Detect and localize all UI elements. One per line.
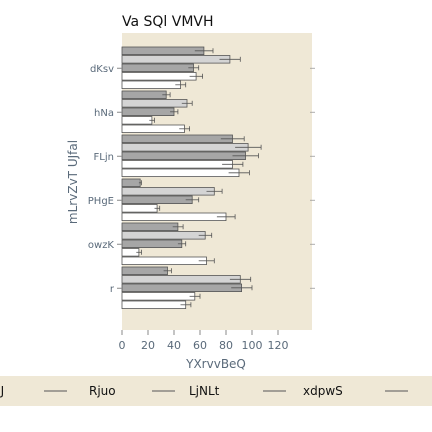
- bar: [121, 143, 249, 152]
- bar: [121, 124, 185, 133]
- legend-label: LjNLt: [189, 384, 220, 398]
- bars: [121, 46, 262, 309]
- bar: [121, 160, 233, 169]
- bar: [121, 46, 205, 55]
- bar: [121, 275, 241, 284]
- legend-label: nobJ: [0, 384, 4, 398]
- y-tick-label: FLjn: [94, 152, 114, 163]
- bar: [121, 55, 231, 64]
- legend-label: Rjuo: [89, 384, 116, 398]
- y-axis: dKsv hNa FLjn PHgE owzK r: [88, 64, 315, 295]
- bar: [121, 99, 188, 108]
- y-tick-label: hNa: [94, 108, 114, 119]
- x-tick-label: 20: [141, 339, 155, 352]
- bar: [121, 90, 167, 99]
- x-axis: 0 20 40 60 80 100 120: [119, 330, 289, 352]
- bar: [121, 300, 187, 309]
- bar: [121, 256, 207, 265]
- x-tick-label: 40: [167, 339, 181, 352]
- bar: [121, 168, 240, 177]
- x-axis-label: YXrvvBeQ: [185, 357, 246, 371]
- legend-label: xdpwS: [303, 384, 343, 398]
- legend-items: nobJ Rjuo LjNLt xdpwS: [0, 384, 408, 398]
- bar: [121, 195, 193, 204]
- x-tick-label: 80: [219, 339, 233, 352]
- bar: [121, 151, 246, 160]
- bar: [121, 134, 233, 143]
- y-tick-label: PHgE: [88, 196, 114, 207]
- bar: [121, 116, 153, 125]
- bar: [121, 283, 242, 292]
- bar: [121, 292, 196, 301]
- bar: [121, 204, 158, 213]
- bar: [121, 63, 194, 72]
- bar: [121, 266, 168, 275]
- bar: [121, 107, 175, 116]
- bar: [121, 222, 179, 231]
- legend: [0, 376, 432, 406]
- bar: [121, 231, 206, 240]
- bar: [121, 178, 141, 187]
- bar: [121, 187, 215, 196]
- chart-title: Va SQl VMVH: [122, 14, 214, 30]
- bar: [121, 80, 181, 89]
- y-tick-label: owzK: [88, 240, 115, 251]
- bar: [121, 72, 197, 81]
- bar: [121, 239, 183, 248]
- y-axis-label: mLrvZvT UJfal: [66, 140, 80, 224]
- x-tick-label: 0: [119, 339, 126, 352]
- x-tick-label: 60: [193, 339, 207, 352]
- x-tick-label: 100: [242, 339, 263, 352]
- x-tick-label: 120: [268, 339, 289, 352]
- bar: [121, 212, 227, 221]
- y-tick-label: dKsv: [90, 64, 114, 75]
- y-tick-label: r: [110, 284, 115, 295]
